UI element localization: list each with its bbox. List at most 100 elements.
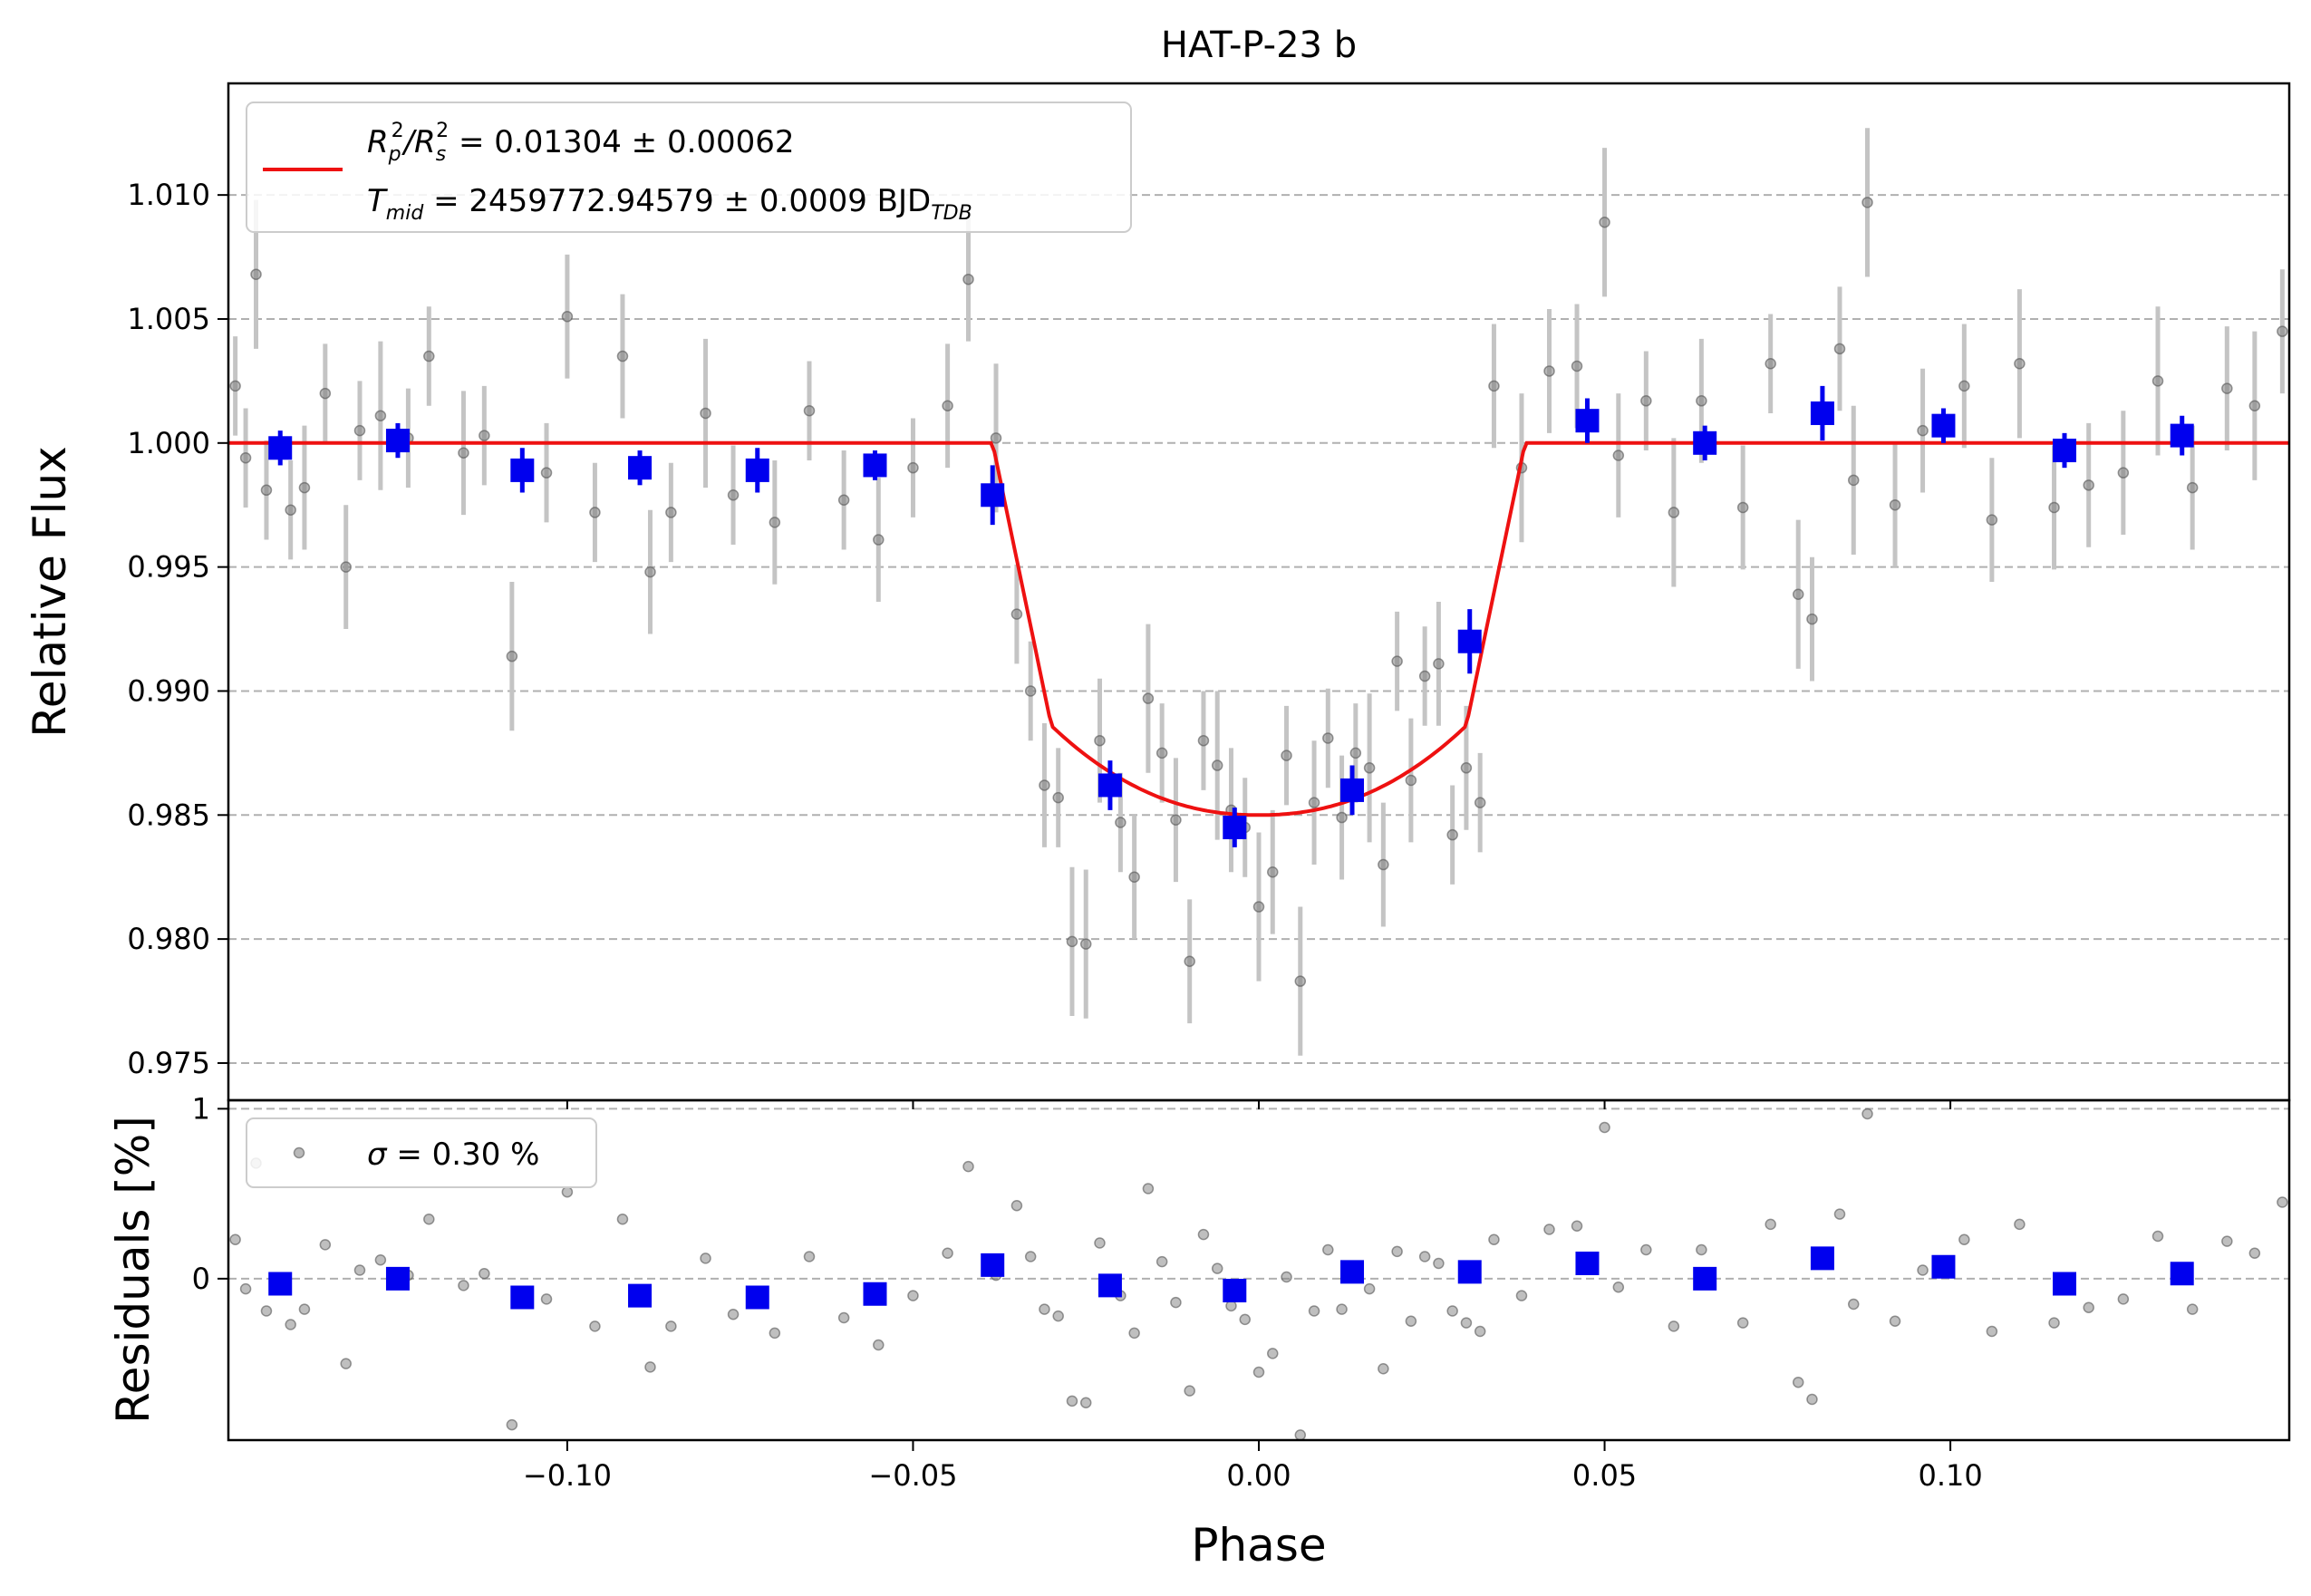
raw-point: [1336, 811, 1348, 824]
raw-point: [1599, 216, 1610, 228]
raw-point: [990, 432, 1002, 444]
binned-residual-point: [1810, 1246, 1834, 1271]
raw-residual-point: [665, 1320, 677, 1332]
binned-point: [1097, 773, 1122, 798]
raw-residual-point: [298, 1303, 311, 1315]
raw-point: [837, 494, 850, 506]
raw-point: [1806, 613, 1818, 625]
raw-point: [1211, 759, 1223, 771]
raw-residual-point: [1515, 1290, 1528, 1301]
raw-point: [1488, 380, 1500, 392]
binned-point: [1457, 629, 1482, 653]
raw-residual-point: [1736, 1317, 1749, 1329]
raw-point: [769, 517, 781, 528]
raw-residual-point: [589, 1320, 601, 1332]
raw-point: [1010, 608, 1023, 620]
top-y-tick-label: 0.980: [127, 922, 210, 956]
raw-point: [506, 650, 518, 663]
raw-point: [727, 489, 740, 501]
raw-point: [589, 507, 601, 518]
raw-point: [1281, 750, 1292, 761]
raw-residual-point: [2186, 1303, 2199, 1315]
binned-residual-point: [1575, 1252, 1600, 1275]
raw-point: [1115, 817, 1126, 828]
raw-point: [229, 380, 241, 392]
top-legend-depth-text: Rp2/Rs2 = 0.01304 ± 0.00062: [367, 120, 795, 166]
binned-point: [385, 429, 410, 453]
raw-residual-point: [1917, 1264, 1929, 1276]
binned-residual-point: [863, 1282, 887, 1306]
raw-point: [1349, 747, 1362, 759]
binned-point: [745, 458, 769, 482]
raw-point: [1378, 858, 1389, 871]
raw-point: [1267, 866, 1279, 878]
raw-point: [374, 410, 387, 421]
raw-residual-point: [700, 1253, 711, 1264]
raw-residual-point: [1792, 1377, 1804, 1388]
raw-residual-point: [1052, 1310, 1064, 1322]
raw-point: [1184, 955, 1195, 968]
raw-residual-point: [1861, 1108, 1873, 1120]
x-tick-label: 0.00: [1226, 1458, 1291, 1493]
binned-point: [1931, 413, 1956, 438]
raw-residual-point: [1239, 1313, 1251, 1326]
raw-residual-point: [1640, 1243, 1652, 1256]
binned-point: [863, 453, 887, 478]
raw-residual-point: [1696, 1243, 1707, 1256]
raw-residual-point: [2151, 1230, 2164, 1243]
raw-point: [1128, 871, 1140, 883]
x-tick-label: 0.05: [1572, 1458, 1637, 1493]
raw-point: [1917, 424, 1929, 437]
raw-residual-point: [1336, 1303, 1348, 1315]
raw-point: [616, 350, 629, 363]
raw-residual-point: [1079, 1397, 1092, 1408]
raw-point: [1322, 732, 1334, 744]
x-tick-label: 0.10: [1918, 1458, 1982, 1493]
x-tick-label: −0.10: [523, 1458, 612, 1493]
raw-residual-point: [1543, 1224, 1555, 1235]
raw-point: [1861, 197, 1873, 208]
raw-point: [1765, 357, 1776, 370]
binned-residual-point: [2052, 1272, 2076, 1296]
raw-residual-point: [1322, 1243, 1334, 1256]
raw-residual-point: [2248, 1247, 2261, 1259]
raw-residual-point: [2048, 1317, 2060, 1329]
binned-point: [1810, 401, 1834, 425]
raw-point: [942, 400, 953, 412]
raw-point: [540, 467, 553, 479]
raw-point: [1543, 365, 1555, 377]
raw-residual-point: [1308, 1305, 1320, 1317]
binned-point: [1575, 409, 1600, 433]
raw-point: [1736, 501, 1749, 514]
top-panel-raw-data: [229, 128, 2288, 1056]
raw-residual-point: [353, 1264, 366, 1276]
raw-residual-point: [1184, 1385, 1195, 1397]
top-y-tick-label: 1.000: [127, 426, 210, 460]
binned-point: [981, 483, 1005, 508]
bottom-legend-box: [246, 1117, 597, 1188]
binned-point: [1223, 815, 1247, 839]
raw-point: [1958, 380, 1970, 392]
binned-point: [2052, 439, 2076, 463]
raw-point: [1418, 670, 1431, 682]
raw-point: [239, 451, 252, 464]
raw-point: [962, 273, 974, 285]
raw-residual-point: [1460, 1317, 1473, 1329]
x-axis-label: Phase: [1191, 1519, 1326, 1572]
raw-residual-point: [2014, 1218, 2026, 1231]
binned-residual-point: [628, 1283, 653, 1308]
raw-point: [2186, 481, 2199, 494]
raw-residual-point: [803, 1251, 816, 1262]
raw-residual-point: [1267, 1348, 1279, 1359]
raw-point: [1571, 360, 1583, 372]
top-y-tick-label: 0.975: [127, 1046, 210, 1080]
raw-residual-point: [1094, 1237, 1106, 1249]
top-legend: Rp2/Rs2 = 0.01304 ± 0.00062 Tmid = 24597…: [246, 102, 1132, 233]
raw-residual-point: [1024, 1251, 1037, 1262]
raw-residual-point: [285, 1319, 296, 1330]
raw-point: [2151, 375, 2164, 387]
raw-point: [1696, 395, 1707, 407]
raw-point: [1848, 474, 1860, 487]
